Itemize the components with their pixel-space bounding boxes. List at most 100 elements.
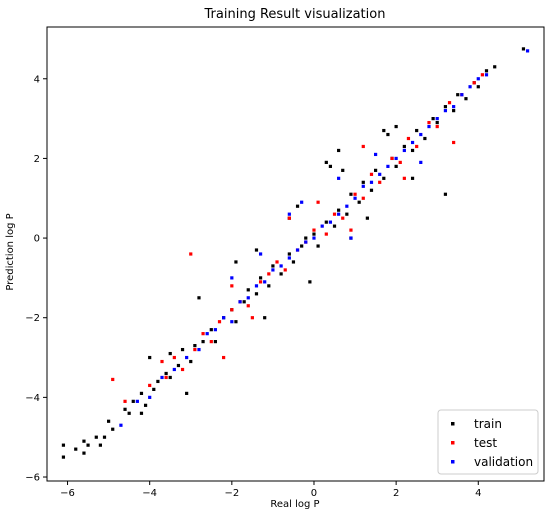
- point-train: [456, 93, 460, 97]
- legend-marker: [451, 441, 455, 445]
- point-train: [423, 136, 427, 141]
- point-train: [213, 340, 217, 344]
- x-tick-label: −6: [60, 488, 75, 499]
- point-train: [61, 443, 66, 447]
- point-test: [349, 228, 353, 232]
- point-train: [369, 188, 374, 192]
- legend-label: train: [474, 417, 502, 431]
- x-tick-label: −4: [142, 488, 157, 499]
- point-test: [378, 180, 382, 184]
- point-train: [127, 411, 131, 415]
- point-test: [316, 200, 320, 204]
- point-validation: [419, 132, 423, 137]
- point-test: [287, 216, 291, 220]
- point-train: [94, 435, 98, 439]
- point-train: [180, 347, 185, 352]
- point-train: [415, 128, 419, 133]
- point-train: [365, 216, 369, 220]
- point-train: [337, 208, 341, 212]
- point-train: [185, 391, 189, 395]
- y-tick-label: 2: [34, 154, 40, 165]
- point-test: [353, 192, 357, 196]
- series-validation: [119, 49, 530, 427]
- y-axis-ticks: −6 −4 −2 0 2 4: [25, 74, 47, 484]
- point-validation: [205, 332, 209, 336]
- point-train: [111, 427, 115, 431]
- point-test: [111, 377, 115, 382]
- point-train: [435, 120, 439, 125]
- point-validation: [287, 256, 291, 260]
- point-validation: [263, 280, 267, 284]
- point-train: [176, 363, 181, 368]
- point-validation: [402, 148, 406, 153]
- point-test: [406, 136, 411, 141]
- point-test: [415, 144, 419, 149]
- point-train: [324, 220, 328, 224]
- point-train: [197, 296, 201, 300]
- point-train: [246, 288, 250, 292]
- y-axis-label: Prediction log P: [5, 213, 16, 290]
- point-test: [427, 120, 431, 125]
- x-tick-label: 0: [311, 488, 317, 499]
- point-train: [521, 47, 526, 51]
- point-test: [209, 340, 213, 344]
- point-train: [267, 284, 271, 288]
- point-train: [168, 351, 172, 356]
- point-validation: [361, 184, 365, 188]
- point-train: [443, 192, 448, 196]
- point-test: [324, 232, 328, 236]
- point-validation: [435, 117, 439, 121]
- point-train: [394, 124, 398, 129]
- point-train: [279, 272, 283, 276]
- point-train: [337, 148, 341, 153]
- point-train: [74, 447, 78, 451]
- point-train: [242, 300, 246, 304]
- point-train: [271, 264, 275, 268]
- point-test: [341, 216, 345, 220]
- point-test: [246, 304, 250, 308]
- plot-marks: [61, 47, 530, 459]
- point-train: [254, 292, 259, 296]
- chart-title: Training Result visualization: [204, 7, 386, 22]
- plot-frame: [46, 26, 545, 482]
- point-test: [390, 156, 394, 161]
- point-train: [98, 443, 102, 447]
- point-train: [234, 260, 238, 264]
- point-test: [222, 355, 226, 360]
- point-test: [172, 355, 176, 360]
- point-train: [193, 344, 197, 348]
- point-train: [287, 252, 291, 256]
- point-train: [107, 419, 111, 423]
- series-test: [111, 73, 484, 403]
- point-train: [345, 212, 349, 216]
- point-validation: [386, 164, 390, 168]
- legend-marker: [451, 460, 455, 464]
- point-train: [452, 109, 456, 113]
- point-test: [267, 272, 271, 276]
- point-test: [312, 228, 316, 232]
- point-train: [312, 232, 316, 236]
- point-train: [209, 328, 213, 332]
- point-train: [316, 244, 320, 248]
- point-validation: [337, 176, 341, 180]
- point-validation: [484, 73, 489, 77]
- point-validation: [369, 180, 374, 184]
- point-train: [332, 224, 337, 228]
- point-train: [156, 379, 160, 384]
- legend-label: validation: [474, 455, 533, 469]
- point-test: [452, 140, 456, 145]
- point-train: [258, 276, 263, 280]
- point-train: [443, 105, 448, 109]
- point-train: [61, 455, 66, 459]
- point-train: [300, 244, 304, 248]
- point-test: [472, 81, 476, 85]
- point-validation: [476, 77, 480, 81]
- point-train: [143, 403, 148, 407]
- y-tick-label: −2: [25, 313, 40, 324]
- point-test: [123, 399, 127, 403]
- point-validation: [337, 212, 341, 216]
- point-train: [308, 280, 312, 284]
- point-test: [148, 383, 152, 388]
- point-validation: [394, 156, 398, 161]
- point-validation: [427, 124, 431, 129]
